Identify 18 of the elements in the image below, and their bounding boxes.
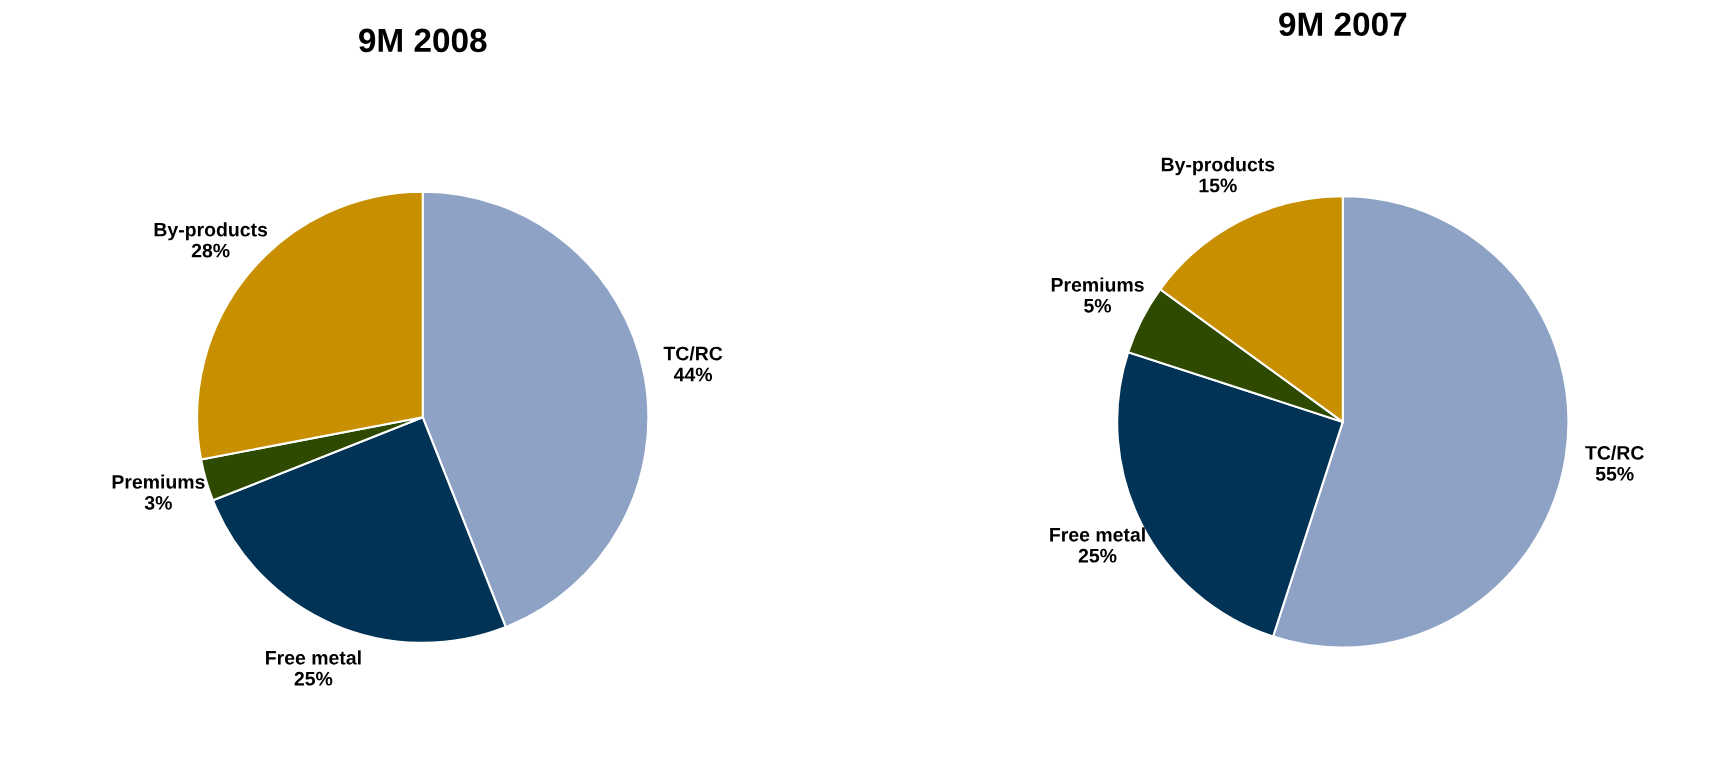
slice-label: TC/RC bbox=[663, 346, 723, 361]
data-label: 25% bbox=[1078, 548, 1117, 563]
slice-label: By-products bbox=[1161, 157, 1275, 176]
chart-title: 9M 2007 bbox=[1279, 12, 1407, 37]
slice-label: Free metal bbox=[1050, 527, 1145, 542]
data-label: 15% bbox=[1199, 178, 1237, 193]
slice-label: Free metal bbox=[266, 650, 361, 665]
data-label: 28% bbox=[191, 243, 230, 258]
chart-title: 9M 2008 bbox=[359, 28, 487, 53]
slice-label: TC/RC bbox=[1585, 445, 1644, 460]
data-label: 25% bbox=[294, 671, 333, 686]
data-label: 3% bbox=[144, 495, 172, 510]
data-label: 5% bbox=[1084, 298, 1112, 313]
data-label: 55% bbox=[1595, 466, 1634, 481]
data-label: 44% bbox=[673, 367, 713, 382]
slice-label: Premiums bbox=[112, 474, 205, 489]
slice-label: Premiums bbox=[1051, 277, 1144, 292]
slice-label: By-products bbox=[154, 222, 268, 241]
